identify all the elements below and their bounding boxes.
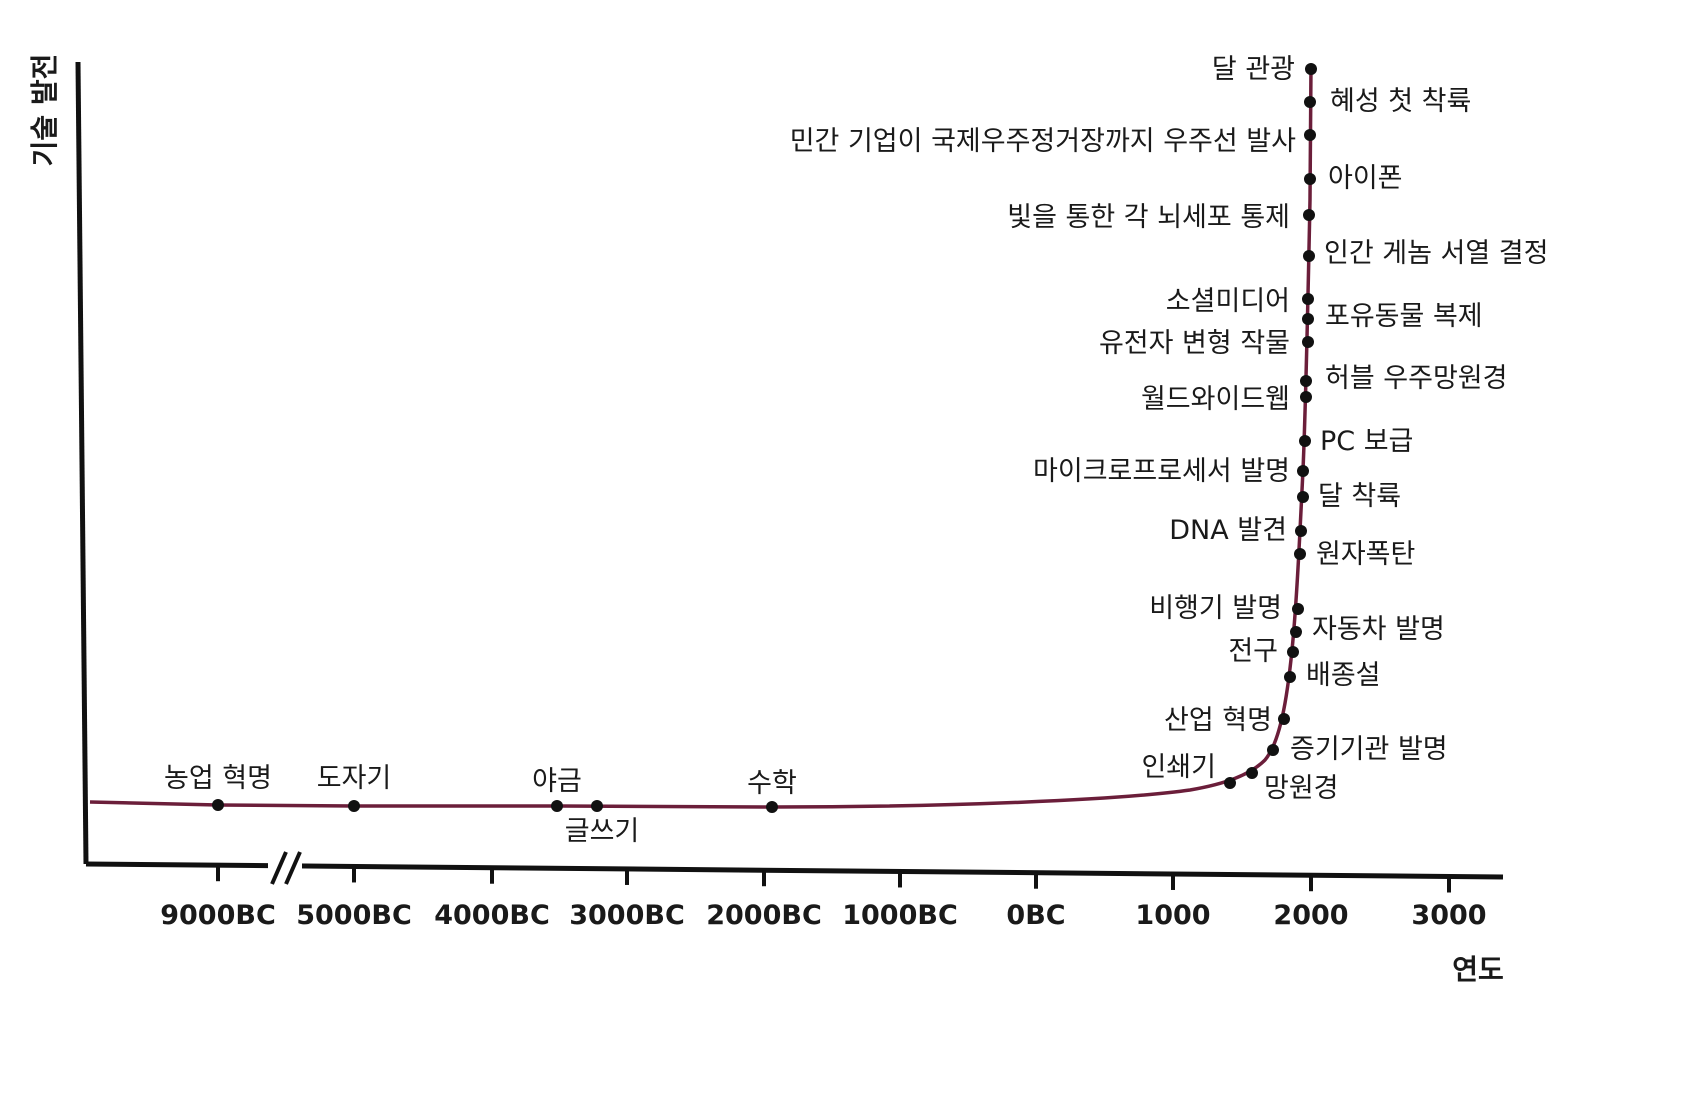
event-point [1284,671,1296,683]
event-label: 산업 혁명 [1164,705,1272,736]
x-tick-label: 2000 [1273,900,1348,931]
event-label: PC 보급 [1320,426,1413,457]
event-label: 인쇄기 [1141,752,1216,783]
event-label: 달 착륙 [1318,481,1401,512]
event-label: 마이크로프로세서 발명 [1033,456,1290,487]
y-axis [75,61,89,865]
event-point [1246,767,1258,779]
event-point [1303,250,1315,262]
x-axis [85,861,1504,880]
event-point [1295,525,1307,537]
event-point [1297,465,1309,477]
event-point [1304,96,1316,108]
event-label: 아이폰 [1328,163,1403,194]
event-point [212,799,224,811]
event-point [1267,744,1279,756]
x-tick-label: 3000 [1411,900,1486,931]
x-tick-label: 1000BC [842,900,958,931]
event-point [1304,129,1316,141]
event-label: 배종설 [1306,660,1381,691]
event-label: 망원경 [1264,773,1339,804]
event-point [1305,63,1317,75]
event-label: 유전자 변형 작물 [1099,328,1290,359]
event-label: 자동차 발명 [1312,614,1445,645]
event-point [1290,626,1302,638]
x-axis-title: 연도 [1452,953,1504,986]
event-label: 비행기 발명 [1149,593,1282,624]
event-point [1300,375,1312,387]
event-label: 허블 우주망원경 [1325,363,1507,394]
event-label: 혜성 첫 착륙 [1330,86,1471,117]
event-label: DNA 발견 [1169,515,1287,546]
x-tick-label: 9000BC [160,900,276,931]
event-point [591,800,603,812]
event-label: 농업 혁명 [164,763,272,794]
event-point [1302,336,1314,348]
x-tick-label: 1000 [1135,900,1210,931]
event-label: 포유동물 복제 [1325,301,1483,332]
event-point [551,800,563,812]
event-point [1299,435,1311,447]
event-point [348,800,360,812]
event-label: 수학 [747,768,797,799]
x-tick-label: 2000BC [706,900,822,931]
event-point [1302,313,1314,325]
event-point [1292,603,1304,615]
growth-curve [89,65,1313,809]
event-point [1278,713,1290,725]
event-label: 월드와이드웹 [1141,384,1290,415]
x-tick-label: 0BC [1006,900,1065,931]
event-point [1297,491,1309,503]
event-point [1294,548,1306,560]
x-tick-label: 3000BC [569,900,685,931]
event-point [1300,391,1312,403]
event-point-group [212,63,1317,813]
event-point [1302,293,1314,305]
event-label: 전구 [1228,636,1278,667]
event-label: 증기기관 발명 [1290,734,1448,765]
axis-break-icon [268,851,302,885]
x-tick-label: 4000BC [434,900,550,931]
event-point [1303,209,1315,221]
event-label: 인간 게놈 서열 결정 [1324,238,1548,269]
x-tick-group: 9000BC 5000BC 4000BC 3000BC 2000BC 1000BC 0BC 1… [160,865,1487,931]
event-label: 달 관광 [1212,54,1295,85]
event-label: 소셜미디어 [1166,286,1290,317]
y-axis-title: 기술 발전 [28,54,61,167]
event-point [1304,173,1316,185]
event-point [1224,777,1236,789]
event-point [766,801,778,813]
event-label: 민간 기업이 국제우주정거장까지 우주선 발사 [790,126,1296,157]
event-label: 글쓰기 [565,816,640,847]
event-label: 도자기 [317,763,392,794]
event-label: 원자폭탄 [1316,539,1415,570]
event-point [1287,646,1299,658]
event-label: 빛을 통한 각 뇌세포 통제 [1007,202,1290,233]
x-tick-label: 5000BC [296,900,412,931]
event-label: 야금 [532,766,582,797]
